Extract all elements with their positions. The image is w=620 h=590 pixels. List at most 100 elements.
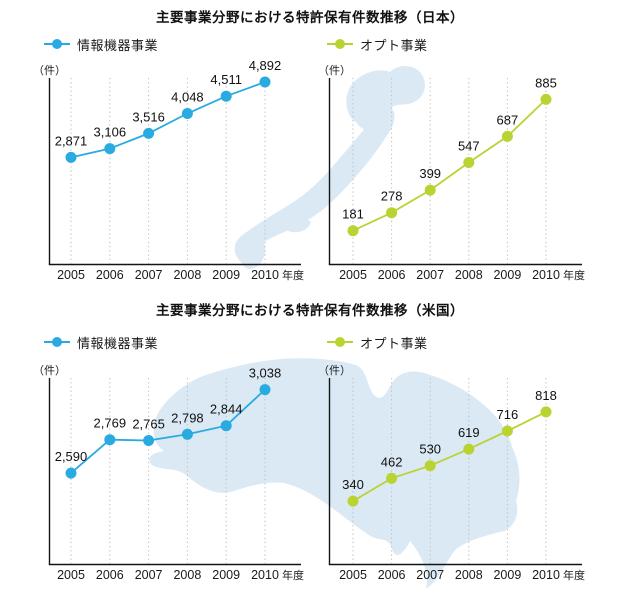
year-tick-label: 2009 — [212, 568, 240, 582]
data-point-marker — [259, 384, 271, 396]
data-point-value-label: 2,798 — [171, 410, 204, 425]
y-axis-unit-label: （件） — [33, 364, 66, 377]
data-point-marker — [143, 127, 155, 139]
data-point-value-label: 3,516 — [132, 109, 165, 124]
section-title-japan: 主要事業分野における特許保有件数推移（日本） — [156, 10, 464, 25]
data-point-marker — [259, 76, 271, 88]
year-tick-label: 2009 — [493, 568, 521, 582]
legend-label: オプト事業 — [360, 37, 428, 53]
year-tick-label: 2007 — [135, 268, 163, 282]
data-point-marker — [65, 467, 77, 479]
series-line — [70, 81, 266, 159]
data-point-marker — [181, 428, 193, 440]
legend-label: オプト事業 — [360, 335, 428, 351]
year-tick-label: 2010 — [532, 268, 560, 282]
legend-label: 情報機器事業 — [77, 37, 159, 53]
data-point-marker — [424, 460, 436, 472]
data-point-value-label: 687 — [497, 112, 519, 127]
data-point-marker — [181, 108, 193, 119]
data-point-value-label: 2,590 — [55, 449, 88, 464]
japan-map-silhouette — [238, 107, 395, 250]
data-point-value-label: 399 — [419, 166, 441, 181]
data-point-value-label: 885 — [535, 75, 557, 90]
year-tick-label: 2007 — [135, 568, 163, 582]
data-point-marker — [220, 420, 232, 432]
data-point-marker — [463, 157, 475, 168]
japan-charts-canvas: 2005 2006 2007 2008 2009 2010 年度（件）2,8713,1063… — [33, 58, 585, 282]
year-tick-label: 2005 — [339, 568, 367, 582]
data-point-value-label: 278 — [381, 189, 403, 204]
data-point-value-label: 2,844 — [210, 402, 243, 417]
line-dot-legend-icon — [44, 39, 70, 49]
data-point-value-label: 3,106 — [94, 125, 127, 140]
japan-map-silhouette — [283, 218, 311, 233]
data-point-marker — [386, 207, 398, 219]
data-point-marker — [347, 225, 359, 237]
year-suffix-label: 年度 — [282, 568, 304, 582]
data-point-marker — [540, 406, 552, 418]
year-tick-label: 2008 — [455, 268, 483, 282]
y-axis-unit-label: （件） — [318, 64, 351, 77]
data-point-value-label: 4,892 — [249, 58, 282, 73]
data-point-marker — [501, 425, 513, 437]
year-tick-label: 2008 — [173, 268, 201, 282]
series-line — [352, 98, 547, 232]
data-point-value-label: 340 — [342, 477, 364, 492]
data-point-marker — [501, 130, 513, 142]
series-line — [70, 388, 266, 474]
data-point-marker — [143, 435, 155, 446]
year-tick-label: 2005 — [57, 268, 85, 282]
data-point-marker — [65, 151, 77, 163]
data-point-value-label: 716 — [497, 407, 519, 422]
year-tick-label: 2010 — [532, 568, 560, 582]
year-tick-label: 2006 — [378, 568, 406, 582]
year-tick-label: 2010 — [251, 268, 279, 282]
line-dot-legend-icon — [44, 337, 70, 347]
data-point-value-label: 2,769 — [94, 416, 127, 431]
data-point-value-label: 619 — [458, 425, 480, 440]
year-tick-label: 2005 — [339, 268, 367, 282]
legend-info-business-japan: 情報機器事業 — [44, 38, 158, 53]
year-suffix-label: 年度 — [563, 568, 585, 582]
japan-opto-chart: 2005 2006 2007 2008 2009 2010 年度 （件） 181 278 399 54… — [318, 64, 585, 282]
japan-info-equipment-chart: 2005 2006 2007 2008 2009 2010 年度 （件） 2,871 3,106 3… — [33, 58, 304, 282]
y-axis-unit-label: （件） — [33, 64, 66, 77]
north-america-map-silhouette — [149, 358, 520, 589]
line-dot-legend-icon — [327, 39, 353, 49]
data-point-marker — [104, 143, 116, 155]
year-suffix-label: 年度 — [282, 268, 304, 282]
year-tick-label: 2005 — [57, 568, 85, 582]
data-point-marker — [424, 184, 436, 196]
data-point-marker — [386, 472, 398, 484]
year-tick-label: 2006 — [96, 268, 124, 282]
data-point-value-label: 4,511 — [210, 72, 242, 87]
data-point-value-label: 181 — [342, 207, 364, 222]
japan-map-silhouette — [346, 66, 425, 131]
data-point-value-label: 530 — [419, 442, 441, 457]
legend-opto-business-usa: オプト事業 — [327, 336, 428, 351]
legend-opto-business-japan: オプト事業 — [327, 38, 428, 53]
legend-label: 情報機器事業 — [77, 335, 159, 351]
data-point-value-label: 3,038 — [249, 366, 282, 381]
year-tick-label: 2009 — [212, 268, 240, 282]
data-point-marker — [463, 443, 475, 455]
data-point-value-label: 547 — [458, 139, 480, 154]
year-tick-label: 2010 — [251, 568, 279, 582]
data-point-marker — [104, 434, 116, 446]
year-tick-label: 2006 — [378, 268, 406, 282]
data-point-marker — [220, 90, 232, 102]
year-tick-label: 2007 — [416, 268, 444, 282]
data-point-value-label: 2,871 — [55, 133, 88, 148]
series-line — [352, 411, 547, 502]
data-point-marker — [540, 93, 552, 105]
year-tick-label: 2007 — [416, 568, 444, 582]
year-tick-label: 2006 — [96, 568, 124, 582]
section-title-usa: 主要事業分野における特許保有件数推移（米国） — [156, 303, 464, 318]
line-dot-legend-icon — [327, 337, 353, 347]
us-opto-chart: 2005 2006 2007 2008 2009 2010 年度 （件） 340 462 530 61… — [318, 364, 585, 582]
data-point-value-label: 4,048 — [171, 90, 204, 105]
us-info-equipment-chart: 2005 2006 2007 2008 2009 2010 年度 （件） 2,590 2,769 2… — [33, 364, 304, 582]
year-tick-label: 2008 — [455, 568, 483, 582]
